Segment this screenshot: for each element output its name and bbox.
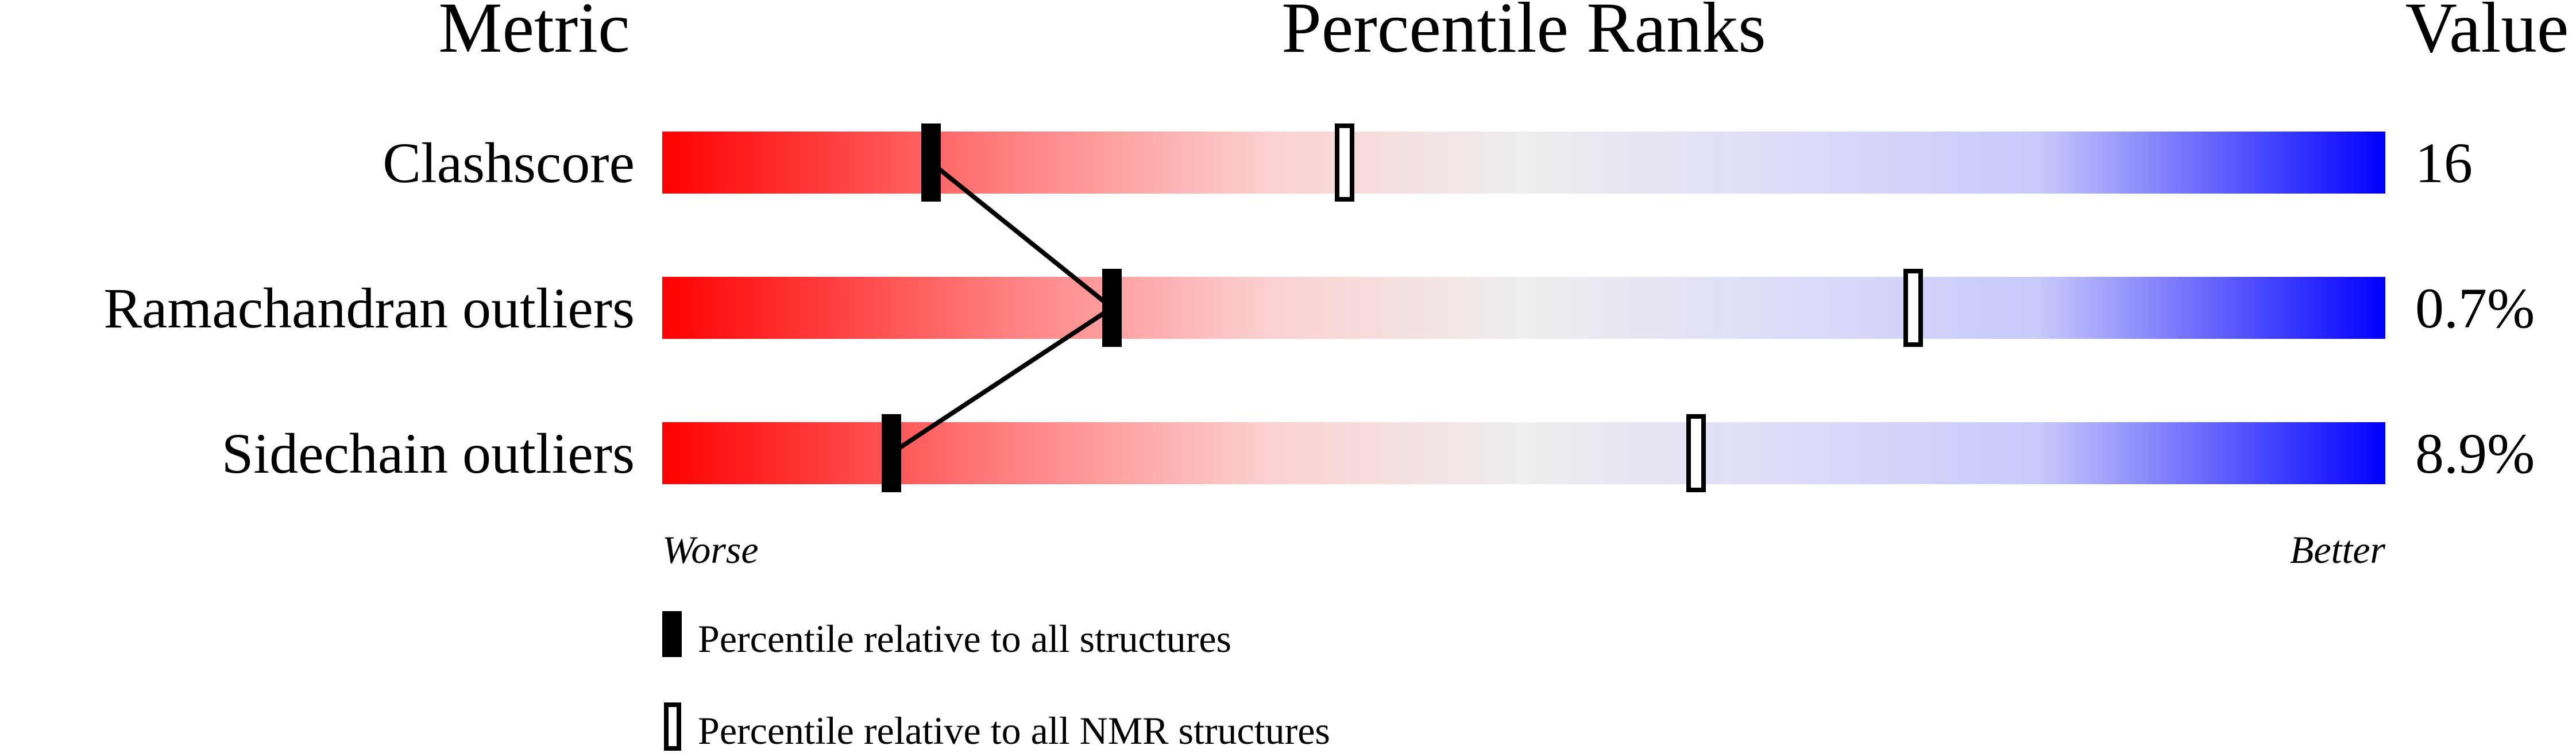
header-metric: Metric <box>438 0 629 68</box>
header-value: Value <box>2405 0 2569 68</box>
legend-open-marker-icon <box>664 702 681 751</box>
nmr-percentile-marker <box>1686 414 1706 492</box>
nmr-percentile-marker <box>1903 269 1923 347</box>
metric-label: Ramachandran outliers <box>103 276 635 340</box>
all-percentile-marker <box>882 414 901 492</box>
legend-filled-marker-icon <box>662 611 682 657</box>
nmr-percentile-marker <box>1335 123 1354 202</box>
header-percentile-ranks: Percentile Ranks <box>1281 0 1766 68</box>
percentile-bar <box>662 277 2385 339</box>
percentile-bar <box>662 422 2385 484</box>
better-label: Better <box>2290 528 2386 571</box>
worse-label: Worse <box>662 528 759 571</box>
metric-label: Clashscore <box>383 131 635 195</box>
metric-value: 16 <box>2415 131 2473 195</box>
metric-label: Sidechain outliers <box>222 422 635 485</box>
legend-label-nmr: Percentile relative to all NMR structure… <box>698 709 1330 752</box>
all-percentile-marker <box>921 123 941 202</box>
connector-line <box>890 306 1114 455</box>
connector-line <box>929 160 1114 310</box>
legend-label-all: Percentile relative to all structures <box>698 617 1231 661</box>
all-percentile-marker <box>1102 269 1122 347</box>
percentile-bar <box>662 132 2385 194</box>
metric-value: 8.9% <box>2415 422 2535 485</box>
metric-value: 0.7% <box>2415 276 2535 340</box>
